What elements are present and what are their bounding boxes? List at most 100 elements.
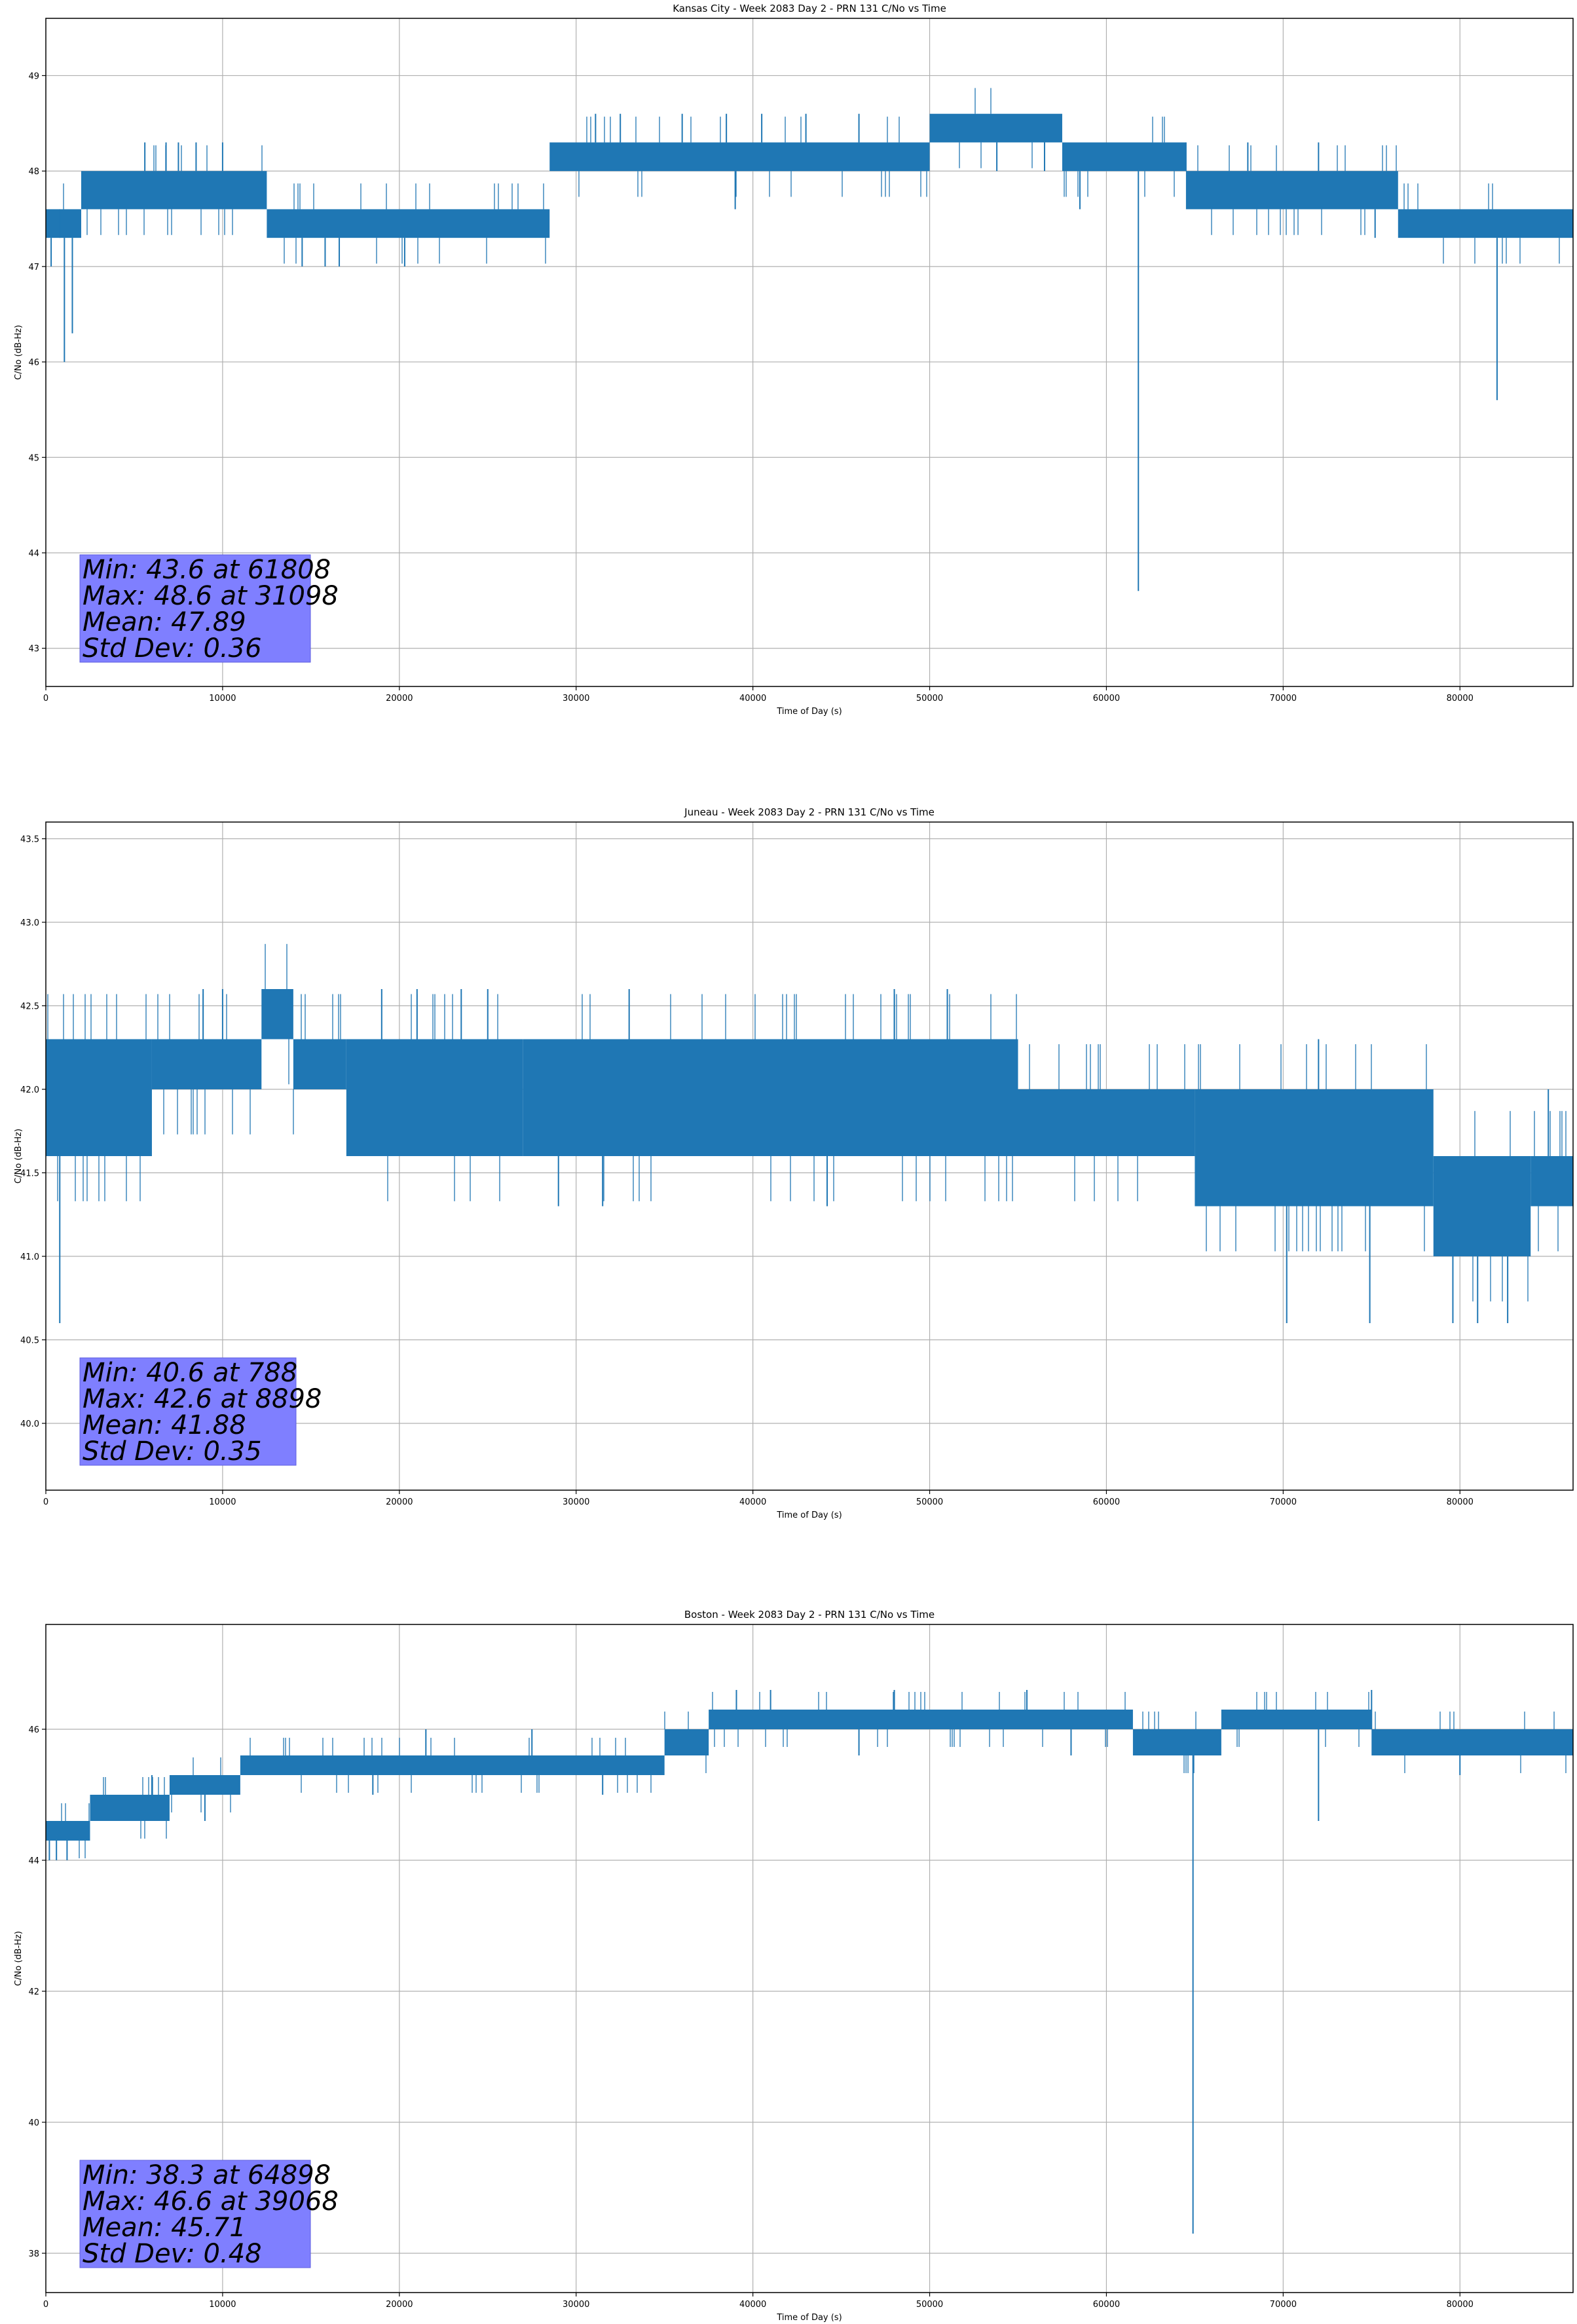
y-tick-label: 49 (28, 71, 39, 81)
stats-line: Std Dev: 0.35 (83, 1436, 262, 1467)
cno-band (46, 209, 81, 238)
stats-box (79, 554, 311, 663)
x-tick-label: 70000 (1270, 1497, 1297, 1507)
cno-band (549, 142, 930, 172)
x-tick-label: 20000 (386, 2300, 413, 2310)
cno-band (1062, 142, 1186, 172)
x-tick-label: 50000 (916, 694, 943, 703)
x-tick-label: 30000 (563, 1497, 589, 1507)
stats-line: Max: 48.6 at 31098 (83, 581, 339, 611)
cno-series-line (46, 944, 1573, 1323)
y-tick-label: 42.0 (20, 1085, 39, 1095)
y-tick-label: 44 (28, 1856, 39, 1866)
cno-band (46, 1039, 152, 1156)
stats-line: Std Dev: 0.48 (83, 2239, 262, 2269)
y-axis-label: C/No (dB-Hz) (14, 1129, 24, 1184)
cno-band (1221, 1710, 1372, 1729)
x-tick-label: 0 (43, 2300, 48, 2310)
stats-line: Min: 43.6 at 61808 (83, 555, 331, 585)
chart-title: Juneau - Week 2083 Day 2 - PRN 131 C/No … (684, 806, 935, 818)
cno-band (1371, 1729, 1573, 1755)
y-tick-label: 48 (28, 167, 39, 177)
x-tick-label: 10000 (209, 694, 236, 703)
x-tick-label: 70000 (1270, 694, 1297, 703)
cno-band (346, 1039, 523, 1156)
x-tick-label: 60000 (1093, 694, 1120, 703)
stats-line: Max: 42.6 at 8898 (83, 1384, 322, 1414)
y-tick-label: 47 (28, 263, 39, 272)
x-tick-label: 60000 (1093, 1497, 1120, 1507)
cno-band (240, 1755, 665, 1775)
cno-band (81, 171, 267, 210)
x-axis-label: Time of Day (s) (776, 2313, 842, 2323)
y-tick-label: 41.0 (20, 1252, 39, 1262)
x-tick-label: 0 (43, 1497, 48, 1507)
x-tick-label: 50000 (916, 1497, 943, 1507)
y-tick-label: 40.5 (20, 1336, 39, 1346)
chart-title: Boston - Week 2083 Day 2 - PRN 131 C/No … (684, 1609, 935, 1621)
stats-line: Mean: 47.89 (83, 607, 246, 637)
y-axis-label: C/No (dB-Hz) (14, 325, 24, 380)
cno-band (1531, 1156, 1573, 1207)
chart-panel-3: 0 10000 20000 30000 40000 50000 60000 70000 8000… (14, 1609, 1574, 2323)
x-tick-label: 50000 (916, 2300, 943, 2310)
cno-band (664, 1729, 709, 1755)
cno-band (151, 1039, 262, 1089)
y-tick-label: 38 (28, 2249, 39, 2259)
cno-band (709, 1710, 1133, 1729)
y-tick-label: 43 (28, 645, 39, 654)
y-tick-label: 46 (28, 1725, 39, 1735)
cno-band (267, 209, 550, 238)
x-tick-label: 30000 (563, 694, 589, 703)
cno-band (90, 1795, 170, 1821)
y-tick-label: 41.5 (20, 1169, 39, 1179)
x-tick-label: 80000 (1447, 1497, 1474, 1507)
stats-line: Min: 38.3 at 64898 (83, 2160, 331, 2190)
x-tick-label: 80000 (1447, 694, 1474, 703)
cno-band (1185, 171, 1398, 210)
x-tick-label: 10000 (209, 1497, 236, 1507)
stats-line: Std Dev: 0.36 (83, 633, 262, 664)
cno-band (169, 1775, 240, 1795)
x-axis-label: Time of Day (s) (776, 707, 842, 717)
y-tick-label: 40 (28, 2118, 39, 2128)
cno-band (1195, 1089, 1434, 1207)
y-tick-label: 46 (28, 358, 39, 368)
x-tick-label: 40000 (739, 2300, 766, 2310)
y-tick-label: 45 (28, 453, 39, 463)
x-tick-label: 40000 (739, 694, 766, 703)
plot-frame (45, 18, 1574, 687)
stats-box (79, 2160, 311, 2268)
cno-band (46, 1821, 90, 1841)
y-tick-label: 43.0 (20, 918, 39, 928)
cno-series-line (46, 88, 1573, 591)
x-tick-label: 10000 (209, 2300, 236, 2310)
x-tick-label: 60000 (1093, 2300, 1120, 2310)
y-tick-label: 42 (28, 1987, 39, 1997)
cno-band (261, 989, 293, 1040)
chart-title: Kansas City - Week 2083 Day 2 - PRN 131 … (673, 3, 946, 14)
x-tick-label: 80000 (1447, 2300, 1474, 2310)
stats-line: Max: 46.6 at 39068 (83, 2186, 339, 2217)
y-tick-label: 40.0 (20, 1419, 39, 1429)
chart-panel-1: 0 10000 20000 30000 40000 50000 60000 70000 8000… (14, 3, 1574, 717)
x-tick-label: 40000 (739, 1497, 766, 1507)
plot-frame (45, 821, 1574, 1491)
cno-band (523, 1039, 1018, 1156)
x-tick-label: 20000 (386, 1497, 413, 1507)
x-tick-label: 30000 (563, 2300, 589, 2310)
cno-band (1132, 1729, 1221, 1755)
cno-series-line (46, 1690, 1573, 2234)
x-tick-label: 0 (43, 694, 48, 703)
cno-band (1018, 1089, 1195, 1156)
stats-line: Min: 40.6 at 788 (83, 1358, 297, 1388)
x-axis-label: Time of Day (s) (776, 1510, 842, 1520)
x-tick-label: 20000 (386, 694, 413, 703)
cno-band (293, 1039, 346, 1089)
y-tick-label: 42.5 (20, 1002, 39, 1012)
cno-band (1398, 209, 1573, 238)
